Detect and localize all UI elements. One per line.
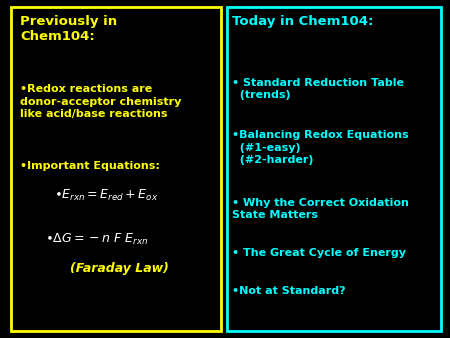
Text: Previously in
Chem104:: Previously in Chem104: — [20, 15, 117, 43]
Text: $\bullet E_{rxn} = E_{red} + E_{ox}$: $\bullet E_{rxn} = E_{red} + E_{ox}$ — [54, 188, 158, 203]
Text: •Balancing Redox Equations
  (#1-easy)
  (#2-harder): •Balancing Redox Equations (#1-easy) (#2… — [232, 130, 409, 165]
Text: •Not at Standard?: •Not at Standard? — [232, 286, 346, 296]
Text: • Why the Correct Oxidation
State Matters: • Why the Correct Oxidation State Matter… — [232, 198, 409, 220]
Text: •Important Equations:: •Important Equations: — [20, 161, 160, 171]
Text: $\bullet\Delta G = -n\ F\ E_{rxn}$: $\bullet\Delta G = -n\ F\ E_{rxn}$ — [45, 232, 148, 247]
Text: • The Great Cycle of Energy: • The Great Cycle of Energy — [232, 248, 406, 259]
Bar — [227, 7, 441, 331]
Text: (Faraday Law): (Faraday Law) — [70, 262, 169, 275]
Text: • Standard Reduction Table
  (trends): • Standard Reduction Table (trends) — [232, 78, 404, 100]
Text: Today in Chem104:: Today in Chem104: — [232, 15, 373, 28]
Text: •Redox reactions are
donor-acceptor chemistry
like acid/base reactions: •Redox reactions are donor-acceptor chem… — [20, 84, 182, 119]
Bar — [11, 7, 220, 331]
